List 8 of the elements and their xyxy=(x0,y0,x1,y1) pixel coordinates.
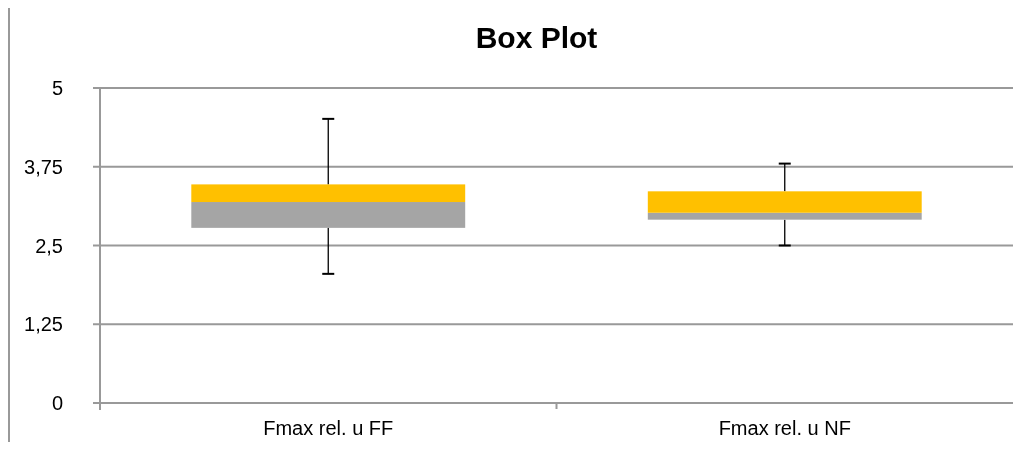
x-tick-label: Fmax rel. u NF xyxy=(718,417,851,439)
x-tick-label: Fmax rel. u FF xyxy=(263,417,394,439)
chart-title: Box Plot xyxy=(475,21,598,54)
y-tick-label: 0 xyxy=(51,392,63,414)
y-tick-label: 3,75 xyxy=(24,155,63,178)
y-tick-label: 5 xyxy=(51,77,63,99)
y-tick-label: 1,25 xyxy=(24,313,63,336)
y-tick-label: 2,5 xyxy=(35,234,63,257)
